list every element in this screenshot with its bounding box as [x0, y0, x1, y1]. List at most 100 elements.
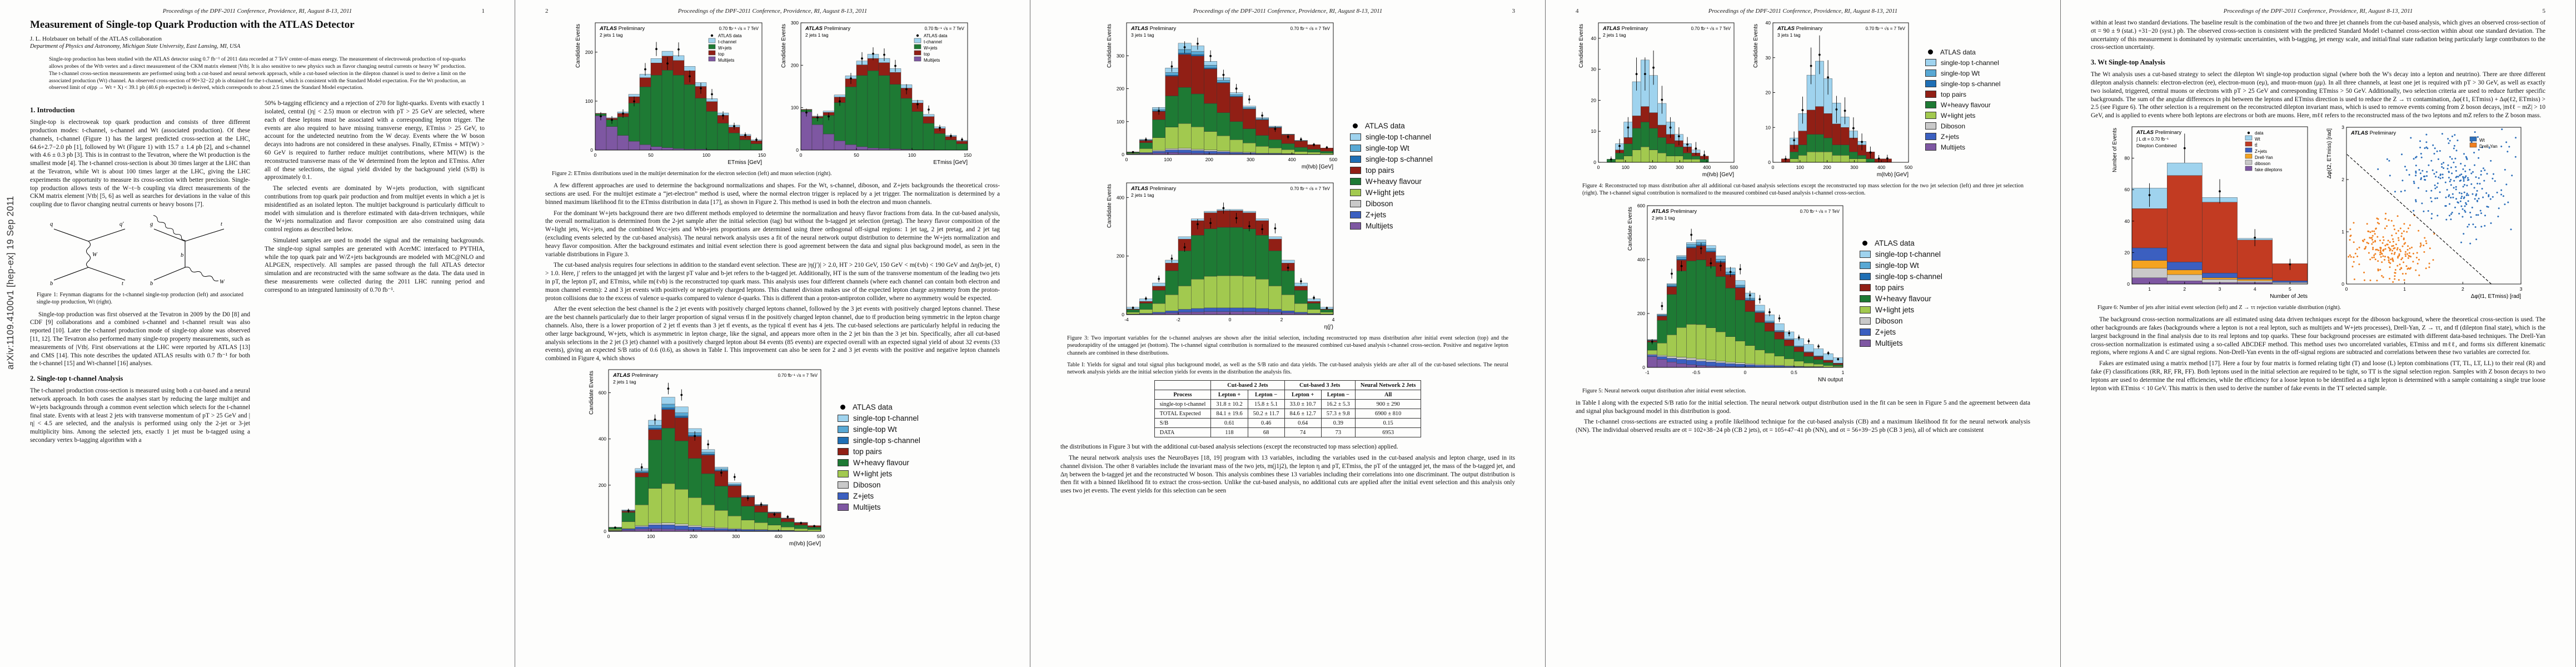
page-header: Proceedings of the DPF-2011 Conference, … — [30, 8, 485, 14]
legend-item: Diboson — [838, 481, 959, 489]
svg-text:Multijets: Multijets — [924, 58, 940, 63]
svg-text:0.70 fb⁻¹ √s = 7 TeV: 0.70 fb⁻¹ √s = 7 TeV — [925, 26, 965, 31]
legend-swatch-icon — [838, 492, 849, 500]
legend-label: W+light jets — [1941, 111, 1976, 120]
legend-item: top pairs — [1925, 91, 2030, 98]
figure-legend: ATLAS data single-top t-channel single-top… — [1350, 119, 1471, 233]
legend-item: single-top t-channel — [1350, 133, 1471, 141]
fig3-top-mass-3jet-chart: 0 100 200 300 400 500 0 100 200 300 m(ℓνb) [GeV] Ca… — [1104, 19, 1338, 172]
data-marker-icon — [840, 405, 845, 410]
legend-label: single-top Wt — [1941, 69, 1980, 77]
svg-text:4: 4 — [1332, 317, 1335, 322]
running-header: Proceedings of the DPF-2011 Conference, … — [1708, 8, 1898, 14]
svg-text:100: 100 — [1622, 165, 1630, 170]
legend-item: Z+jets — [1350, 211, 1471, 219]
svg-text:Candidate Events: Candidate Events — [1107, 24, 1113, 68]
legend-item: top pairs — [1350, 166, 1471, 175]
table-cell: 0.61 — [1210, 418, 1248, 429]
svg-text:500: 500 — [1905, 165, 1912, 170]
svg-text:Candidate Events: Candidate Events — [1578, 24, 1585, 68]
table-header-cell: Lepton + — [1210, 390, 1248, 400]
svg-text:-1: -1 — [1645, 370, 1650, 375]
table-cell: 74 — [1284, 427, 1322, 438]
legend-label: ATLAS data — [1365, 121, 1405, 130]
svg-text:200: 200 — [599, 482, 606, 488]
table-cell: S/B — [1154, 418, 1212, 429]
section-2-heading: 2. Single-top t-channel Analysis — [30, 375, 123, 383]
table-header-cell: Lepton − — [1247, 390, 1285, 400]
legend-swatch-icon — [838, 504, 849, 511]
svg-text:0.70 fb⁻¹ √s = 7 TeV: 0.70 fb⁻¹ √s = 7 TeV — [1291, 186, 1331, 191]
svg-text:40: 40 — [1591, 36, 1597, 41]
legend-swatch-icon — [1350, 166, 1361, 174]
table-cell: 16.2 ± 5.3 — [1321, 399, 1356, 410]
legend-swatch-icon — [1350, 133, 1361, 141]
legend-item: top pairs — [1860, 283, 1981, 292]
svg-text:0.70 fb⁻¹ √s = 7 TeV: 0.70 fb⁻¹ √s = 7 TeV — [1291, 26, 1331, 31]
figure-6-caption: Figure 6: Number of jets after initial e… — [2097, 304, 2341, 311]
paragraph: The cut-based analysis requires four sel… — [545, 262, 1000, 302]
paragraph: Fakes are estimated using a matrix metho… — [2091, 360, 2545, 392]
svg-text:Candidate Events: Candidate Events — [589, 371, 595, 415]
svg-text:tt̄: tt̄ — [2255, 143, 2258, 148]
legend-label: single-top Wt — [853, 425, 897, 434]
svg-text:2: 2 — [2462, 286, 2464, 292]
legend-item: W+heavy flavour — [838, 459, 959, 467]
page-number-left: 4 — [1576, 8, 1579, 14]
svg-text:2: 2 — [2341, 177, 2344, 182]
svg-text:100: 100 — [702, 152, 710, 158]
svg-text:2 jets 1 tag: 2 jets 1 tag — [600, 32, 623, 38]
svg-text:400: 400 — [1117, 195, 1124, 200]
table-header-cell — [1154, 380, 1212, 391]
legend-item: W+light jets — [838, 470, 959, 478]
svg-text:3: 3 — [2341, 125, 2344, 130]
svg-text:Drell-Yan: Drell-Yan — [2255, 155, 2273, 160]
svg-text:2 jets 1 tag: 2 jets 1 tag — [1603, 32, 1626, 38]
svg-text:Drell-Yan: Drell-Yan — [2479, 144, 2498, 149]
legend-swatch-icon — [838, 437, 849, 445]
svg-text:Candidate Events: Candidate Events — [1753, 24, 1759, 68]
svg-text:W+jets: W+jets — [718, 46, 732, 51]
svg-text:0: 0 — [607, 534, 610, 539]
svg-text:400: 400 — [1637, 257, 1645, 262]
legend-swatch-icon — [838, 470, 849, 478]
legend-item: single-top s-channel — [838, 436, 959, 445]
table-1-caption: Table I: Yields for signal and total sig… — [1067, 361, 1508, 375]
svg-text:0: 0 — [1642, 365, 1645, 370]
svg-text:Z+jets: Z+jets — [2255, 149, 2267, 154]
svg-text:Number of Jets: Number of Jets — [2270, 293, 2308, 300]
svg-text:Δφ(ℓ2, ETmiss) [rad]: Δφ(ℓ2, ETmiss) [rad] — [2326, 128, 2333, 179]
svg-text:2 jets 1 tag: 2 jets 1 tag — [613, 379, 636, 385]
svg-text:t-channel: t-channel — [718, 39, 736, 44]
legend-item: W+heavy flavour — [1350, 177, 1471, 186]
legend-item: ATLAS data — [1860, 239, 1981, 247]
legend-label: Diboson — [1941, 122, 1966, 130]
svg-text:500: 500 — [1329, 157, 1337, 162]
legend-swatch-icon — [838, 459, 849, 467]
legend-swatch-icon — [1925, 101, 1936, 108]
legend-label: W+heavy flavour — [1941, 101, 1991, 109]
fig4-top-mass-2jet-cuts-chart: 0 100 200 300 400 500 0 10 20 30 40 m(ℓνb) [GeV] Can… — [1576, 19, 1738, 180]
paragraph: in Table I along with the expected S/B r… — [1576, 399, 2030, 415]
svg-text:ATLAS Preliminary: ATLAS Preliminary — [1651, 208, 1697, 215]
legend-item: W+light jets — [1350, 188, 1471, 197]
svg-text:0: 0 — [1125, 157, 1128, 162]
svg-text:ATLAS Preliminary: ATLAS Preliminary — [1130, 26, 1176, 32]
svg-text:0: 0 — [2127, 281, 2130, 287]
legend-swatch-icon — [838, 415, 849, 422]
svg-text:ATLAS Preliminary: ATLAS Preliminary — [1130, 186, 1176, 192]
page-header: 2 Proceedings of the DPF-2011 Conference… — [545, 8, 1000, 14]
gluon-label: g — [150, 221, 153, 227]
legend-item: single-top Wt — [1925, 69, 2030, 77]
svg-text:200: 200 — [1117, 253, 1124, 259]
page-5: Proceedings of the DPF-2011 Conference, … — [2061, 0, 2576, 667]
table-cell: 15.8 ± 5.1 — [1247, 399, 1285, 410]
svg-text:0: 0 — [590, 147, 593, 153]
svg-text:50: 50 — [648, 152, 654, 158]
fig6-njets-chart: 1 2 3 4 5 0 20 40 60 80 Number of Jets Number of Ev… — [2110, 123, 2312, 302]
svg-text:m(ℓνb) [GeV]: m(ℓνb) [GeV] — [1702, 172, 1734, 178]
svg-text:200: 200 — [1649, 165, 1657, 170]
svg-text:200: 200 — [1205, 157, 1213, 162]
legend-swatch-icon — [1860, 295, 1871, 302]
svg-text:200: 200 — [791, 62, 799, 68]
